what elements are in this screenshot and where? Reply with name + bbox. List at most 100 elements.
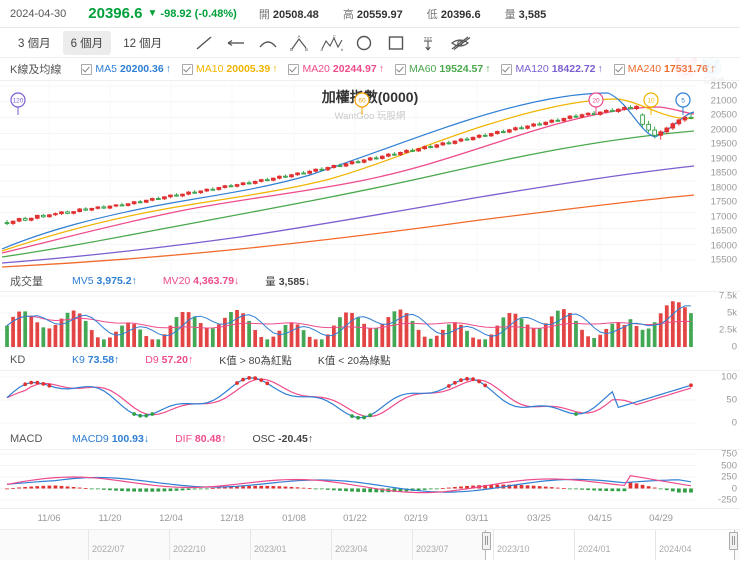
k9-trend: ↑ <box>114 354 120 366</box>
ma-marker-10[interactable]: 10 <box>641 92 661 116</box>
macd-plot[interactable]: 750 500 250 0 -250 <box>0 449 740 508</box>
volume-trend: ↓ <box>305 275 311 288</box>
range-handle-right[interactable] <box>728 532 738 550</box>
ma-legend-item-ma10[interactable]: MA10 20005.39 ↑ <box>181 63 278 75</box>
drawing-tools: A B B C a b TXT <box>188 30 476 56</box>
ma5-value: 20200.36 <box>119 63 164 75</box>
range-window[interactable] <box>484 530 735 560</box>
period-tab-12m[interactable]: 12 個月 <box>123 37 163 50</box>
quote-open-label: 開 <box>258 8 270 21</box>
mv5-legend: MV5 3,975.2↑ <box>72 275 137 287</box>
rectangle-tool-icon[interactable] <box>380 30 412 56</box>
price-tick: 19000 <box>710 153 737 164</box>
chart-area: 加權指數(0000) WantGoo 玩股網 <box>0 80 740 560</box>
ma-legend-title: K線及均線 <box>10 64 62 76</box>
mv5-label: MV5 <box>72 275 94 287</box>
quote-low: 低 20396.6 <box>427 6 481 22</box>
macd9-label: MACD9 <box>72 433 109 445</box>
date-tick: 03/11 <box>465 513 489 524</box>
ma-legend-item-ma60[interactable]: MA60 19524.57 ↑ <box>394 63 491 75</box>
kd-plot[interactable]: 100 50 0 <box>0 370 740 429</box>
d9-legend: D9 57.20↑ <box>145 354 193 366</box>
macd-y-axis: 750 500 250 0 -250 <box>696 449 740 508</box>
mv5-value: 3,975.2 <box>96 275 132 287</box>
checkbox-ma5[interactable] <box>81 63 93 75</box>
mv20-label: MV20 <box>162 275 191 287</box>
ma240-trend: ↑ <box>710 63 715 75</box>
ma20-trend: ↑ <box>378 63 384 75</box>
mv5-trend: ↑ <box>131 275 137 287</box>
kd-tick: 100 <box>721 371 737 383</box>
ma60-trend: ↑ <box>485 63 491 75</box>
checkbox-ma60[interactable] <box>394 63 406 75</box>
svg-text:10: 10 <box>647 98 655 105</box>
quote-open-value: 20508.48 <box>272 8 319 21</box>
arc-tool-icon[interactable] <box>252 30 284 56</box>
abcde-wave-tool-icon[interactable]: C a b <box>316 30 348 56</box>
ma-marker-20[interactable]: 20 <box>586 92 606 116</box>
svg-text:120: 120 <box>13 98 24 105</box>
ma-legend-item-ma5[interactable]: MA5 20200.36 ↑ <box>81 63 171 75</box>
price-tick: 17500 <box>710 196 737 208</box>
text-measure-tool-icon[interactable]: TXT <box>412 30 444 56</box>
price-panel: 加權指數(0000) WantGoo 玩股網 <box>0 80 740 271</box>
k9-label: K9 <box>72 354 85 366</box>
ma20-label: MA20 <box>302 63 330 75</box>
volume-plot[interactable]: 7.5k 5k 2.5k 0 <box>0 291 740 353</box>
ma60-label: MA60 <box>408 63 437 75</box>
range-selector[interactable]: 2022/07 2022/10 2023/01 2023/04 2023/07 2023/… <box>0 529 740 560</box>
checkbox-ma10[interactable] <box>181 63 193 75</box>
macd9-trend: ↓ <box>143 433 150 445</box>
macd-panel-title: MACD <box>10 433 43 445</box>
abc-wave-tool-icon[interactable]: A B B <box>284 30 316 56</box>
price-tick: 18000 <box>710 182 737 193</box>
osc-label: OSC <box>252 433 276 445</box>
svg-text:60: 60 <box>358 98 366 105</box>
quote-direction-arrow: ▼ <box>147 8 158 19</box>
ma-marker-60[interactable]: 60 <box>352 92 372 116</box>
range-tick: 2023/04 <box>335 544 368 554</box>
ma-marker-120[interactable]: 120 <box>8 92 28 116</box>
quote-low-value: 20396.6 <box>440 8 481 21</box>
k9-value: 73.58 <box>87 354 115 366</box>
date-tick: 01/08 <box>282 513 306 524</box>
svg-text:B: B <box>290 47 293 52</box>
ellipse-tool-icon[interactable] <box>348 30 380 56</box>
volume-y-axis: 7.5k 5k 2.5k 0 <box>696 291 740 353</box>
svg-text:20: 20 <box>592 98 600 105</box>
quote-open: 開 20508.48 <box>259 6 319 22</box>
hide-drawings-tool-icon[interactable] <box>444 30 476 56</box>
date-tick: 12/18 <box>220 513 244 524</box>
quote-low-label: 低 <box>426 8 438 21</box>
ma60-value: 19524.57 <box>439 63 484 75</box>
range-gridline <box>574 530 575 560</box>
ma10-trend: ↑ <box>272 63 278 75</box>
checkbox-ma120[interactable] <box>501 63 513 75</box>
ma-legend-item-ma240[interactable]: MA240 17531.76 ↑ <box>613 63 715 75</box>
ma-legend-bar: K線及均線 MA5 20200.36 ↑ MA10 20005.39 ↑ MA2… <box>0 58 740 80</box>
checkbox-ma20[interactable] <box>288 63 300 75</box>
macd-tick: 0 <box>731 483 737 494</box>
svg-text:A: A <box>298 34 301 39</box>
horizontal-line-tool-icon[interactable] <box>220 30 252 56</box>
kd-y-axis: 100 50 0 <box>696 371 740 429</box>
range-handle-left[interactable] <box>481 532 491 550</box>
period-tab-3m[interactable]: 3 個月 <box>18 37 51 50</box>
trendline-tool-icon[interactable] <box>188 30 220 56</box>
ma10-value: 20005.39 <box>226 63 271 75</box>
ma-legend-item-ma120[interactable]: MA120 18422.72 ↑ <box>501 63 603 75</box>
volume-tick: 0 <box>731 341 737 353</box>
ma-legend-item-ma20[interactable]: MA20 20244.97 ↑ <box>288 63 384 75</box>
ma10-label: MA10 <box>195 63 224 75</box>
quote-volume: 量 3,585 <box>505 6 547 22</box>
d9-value: 57.20 <box>161 354 188 366</box>
volume-tick: 2.5k <box>719 324 737 336</box>
ma-marker-5[interactable]: 5 <box>673 92 693 116</box>
macd-panel: MACD MACD9 100.93↓ DIF 80.48↑ OSC -20.45… <box>0 429 740 508</box>
quote-change: -98.92 (-0.48%) <box>160 7 237 20</box>
quote-price: 20396.6 <box>88 5 143 22</box>
date-tick: 04/29 <box>649 513 673 524</box>
period-tab-6m[interactable]: 6 個月 <box>62 30 112 55</box>
checkbox-ma240[interactable] <box>613 63 625 75</box>
quote-high-value: 20559.97 <box>356 8 403 21</box>
